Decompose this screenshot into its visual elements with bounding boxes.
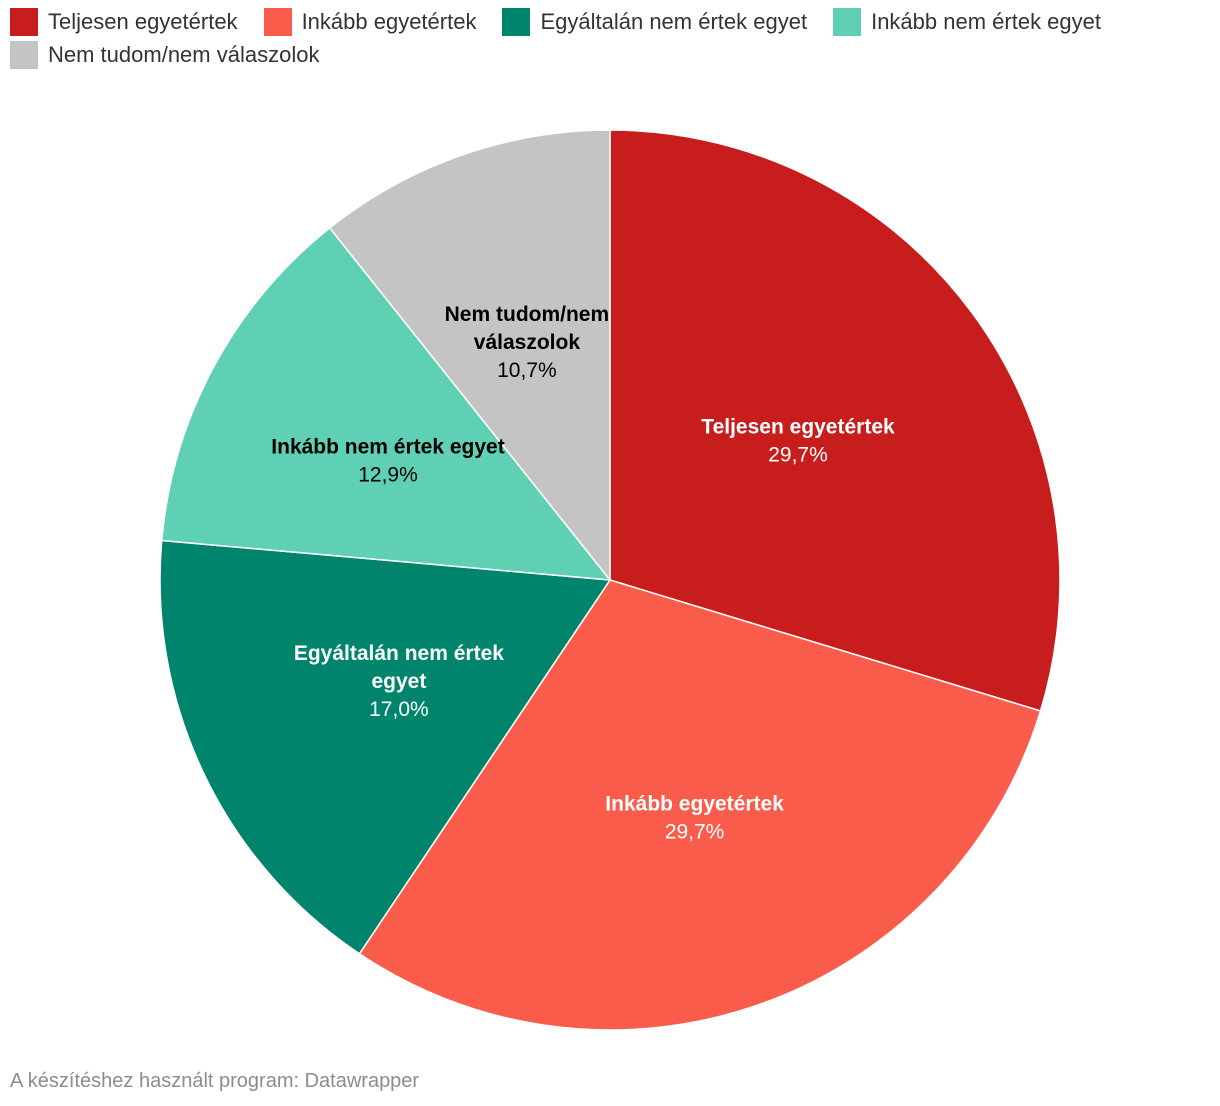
chart-legend: Teljesen egyetértek Inkább egyetértek Egyá…	[10, 8, 1210, 69]
pie-slice	[160, 227, 611, 581]
slice-label: Teljesen egyetértek 29,7%	[701, 416, 895, 467]
legend-item: Nem tudom/nem válaszolok	[10, 41, 319, 69]
slice-label: Inkább egyetértek 29,7%	[605, 792, 784, 843]
slice-value-label: 29,7%	[665, 820, 725, 843]
slice-value-label: 10,7%	[497, 359, 557, 382]
legend-label: Inkább egyetértek	[301, 9, 477, 34]
legend-swatch	[263, 8, 292, 36]
slice-category-label: Inkább nem értek egyet	[271, 436, 504, 459]
slice-category-label: Inkább egyetértek	[605, 792, 784, 815]
legend-swatch	[833, 8, 862, 36]
slice-category-label: Nem tudom/nem	[445, 303, 610, 326]
legend-label: Egyáltalán nem értek egyet	[540, 9, 808, 34]
legend-label: Inkább nem értek egyet	[871, 9, 1101, 34]
slice-label: Inkább nem értek egyet 12,9%	[271, 436, 504, 487]
slice-label: Egyáltalán nem értek egyet 17,0%	[294, 642, 504, 721]
legend-item: Teljesen egyetértek	[10, 8, 238, 36]
slice-category-label: Egyáltalán nem értek	[294, 642, 504, 665]
pie-slice	[159, 539, 611, 955]
slice-category-label: egyet	[371, 670, 426, 693]
legend-item: Inkább nem értek egyet	[833, 8, 1101, 36]
slice-value-label: 17,0%	[369, 698, 429, 721]
legend-item: Inkább egyetértek	[263, 8, 477, 36]
legend-label: Nem tudom/nem válaszolok	[48, 42, 320, 67]
pie-slice	[609, 129, 1061, 712]
legend-swatch	[10, 8, 38, 36]
slice-label: Nem tudom/nem válaszolok 10,7%	[445, 303, 610, 382]
legend-swatch	[10, 41, 38, 69]
slice-value-label: 12,9%	[358, 464, 418, 487]
legend-label: Teljesen egyetértek	[48, 9, 238, 34]
pie-slice	[329, 129, 611, 581]
footer-credit: A készítéshez használt program: Datawrap…	[10, 1070, 420, 1092]
pie-labels: Teljesen egyetértek 29,7%Inkább egyetérte…	[271, 303, 895, 843]
slice-value-label: 29,7%	[768, 444, 828, 467]
pie-slice	[358, 579, 1042, 1031]
pie-slices	[159, 129, 1061, 1031]
legend-item: Egyáltalán nem értek egyet	[502, 8, 807, 36]
slice-category-label: Teljesen egyetértek	[701, 416, 895, 439]
slice-category-label: válaszolok	[474, 331, 581, 354]
legend-swatch	[502, 8, 531, 36]
